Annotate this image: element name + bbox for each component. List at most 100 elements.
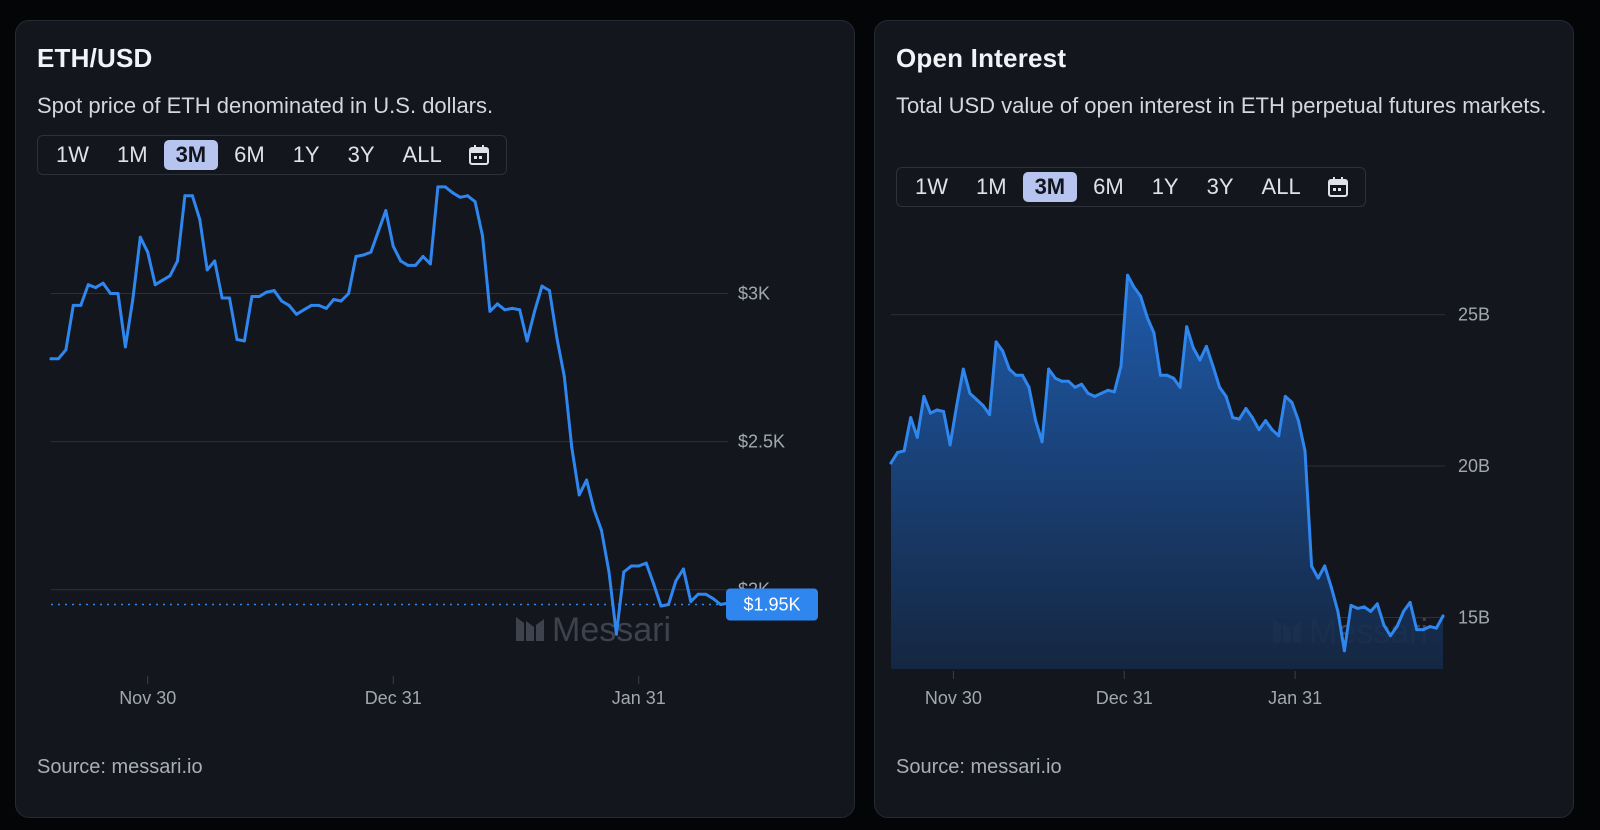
data-point xyxy=(1112,390,1116,394)
data-point xyxy=(1119,364,1123,368)
data-point xyxy=(1323,564,1327,568)
data-point xyxy=(317,303,321,307)
data-point xyxy=(948,443,952,447)
data-point xyxy=(481,234,484,238)
data-point xyxy=(1277,434,1281,438)
x-tick-label: Jan 31 xyxy=(612,688,666,708)
eth-range-all-button[interactable]: ALL xyxy=(402,142,442,167)
data-point xyxy=(421,255,425,258)
oi-range-selector: 1W 1M 3M 6M 1Y 3Y ALL xyxy=(896,167,1366,207)
data-point xyxy=(1415,628,1419,632)
x-tick-label: Nov 30 xyxy=(925,688,982,708)
data-point xyxy=(1172,376,1176,380)
data-point xyxy=(1224,394,1228,398)
data-point xyxy=(981,404,985,407)
data-point xyxy=(1434,626,1438,630)
data-point xyxy=(1040,440,1044,444)
data-point xyxy=(369,250,373,254)
data-point xyxy=(473,200,477,204)
data-point xyxy=(922,394,926,398)
oi-range-6m-button[interactable]: 6M xyxy=(1093,174,1124,199)
data-point xyxy=(116,292,120,295)
open-interest-card: Open Interest Total USD value of open in… xyxy=(874,20,1574,818)
calendar-icon[interactable] xyxy=(1323,172,1353,202)
data-point xyxy=(1211,364,1215,368)
oi-range-1m-button[interactable]: 1M xyxy=(976,174,1007,199)
data-point xyxy=(994,340,998,344)
data-point xyxy=(1316,576,1320,580)
data-point xyxy=(302,308,306,312)
data-point xyxy=(495,302,499,306)
data-point xyxy=(974,397,978,401)
data-point xyxy=(1060,379,1064,383)
data-point xyxy=(101,281,105,285)
oi-range-1y-button[interactable]: 1Y xyxy=(1151,174,1179,199)
data-point xyxy=(131,298,135,301)
data-point xyxy=(600,529,603,532)
eth-usd-card: ETH/USD Spot price of ETH denominated in… xyxy=(15,20,855,818)
data-point xyxy=(1270,428,1274,432)
data-point xyxy=(719,603,723,606)
eth-source-note: Source: messari.io xyxy=(37,756,203,778)
data-point xyxy=(503,308,507,312)
data-point xyxy=(961,367,965,371)
data-point xyxy=(458,195,462,199)
eth-range-1m-button[interactable]: 1M xyxy=(117,142,148,167)
data-point xyxy=(909,416,913,420)
y-tick-label: 20B xyxy=(1458,456,1490,476)
oi-range-all-button[interactable]: ALL xyxy=(1261,174,1301,199)
data-point xyxy=(213,259,217,263)
calendar-icon[interactable] xyxy=(464,140,494,170)
data-point xyxy=(1329,585,1333,589)
eth-range-1w-button[interactable]: 1W xyxy=(56,142,89,167)
data-point xyxy=(71,303,75,307)
data-point xyxy=(347,292,351,295)
x-tick-label: Dec 31 xyxy=(365,688,422,708)
data-point xyxy=(570,446,574,450)
data-point xyxy=(629,564,633,568)
data-point xyxy=(1388,634,1392,638)
data-point xyxy=(704,592,708,596)
data-point xyxy=(436,185,440,189)
data-point xyxy=(1310,564,1314,568)
eth-range-1y-button[interactable]: 1Y xyxy=(292,142,320,167)
oi-range-3m-button[interactable]: 3M xyxy=(1022,172,1078,202)
data-point xyxy=(153,283,157,287)
data-point xyxy=(889,461,893,465)
data-point xyxy=(614,632,618,636)
data-point xyxy=(548,289,551,293)
data-point xyxy=(915,435,919,439)
data-point xyxy=(942,410,946,413)
data-point xyxy=(1382,623,1386,627)
data-point xyxy=(1086,391,1090,395)
data-point xyxy=(540,284,544,288)
y-tick-label: $2.5K xyxy=(738,432,785,452)
data-point xyxy=(1375,602,1379,606)
data-point xyxy=(652,582,656,586)
data-point xyxy=(49,357,53,361)
data-point xyxy=(362,253,365,257)
series-line xyxy=(49,185,730,636)
data-point xyxy=(123,345,127,349)
data-point xyxy=(406,263,410,267)
data-point xyxy=(955,404,959,407)
y-tick-label: 15B xyxy=(1458,608,1490,628)
data-point xyxy=(198,218,202,221)
oi-source-note: Source: messari.io xyxy=(896,756,1062,778)
eth-range-3m-button[interactable]: 3M xyxy=(163,140,219,170)
oi-range-3y-button[interactable]: 3Y xyxy=(1206,174,1234,199)
data-point xyxy=(176,259,179,263)
eth-range-6m-button[interactable]: 6M xyxy=(234,142,265,167)
oi-range-1w-button[interactable]: 1W xyxy=(915,174,948,199)
data-point xyxy=(902,449,906,453)
data-point xyxy=(242,339,246,343)
eth-range-3y-button[interactable]: 3Y xyxy=(347,142,375,167)
data-point xyxy=(1264,419,1268,423)
data-point xyxy=(384,209,388,213)
data-point xyxy=(1250,416,1254,420)
data-point xyxy=(64,348,68,352)
data-point xyxy=(354,255,358,258)
data-point xyxy=(555,336,559,340)
